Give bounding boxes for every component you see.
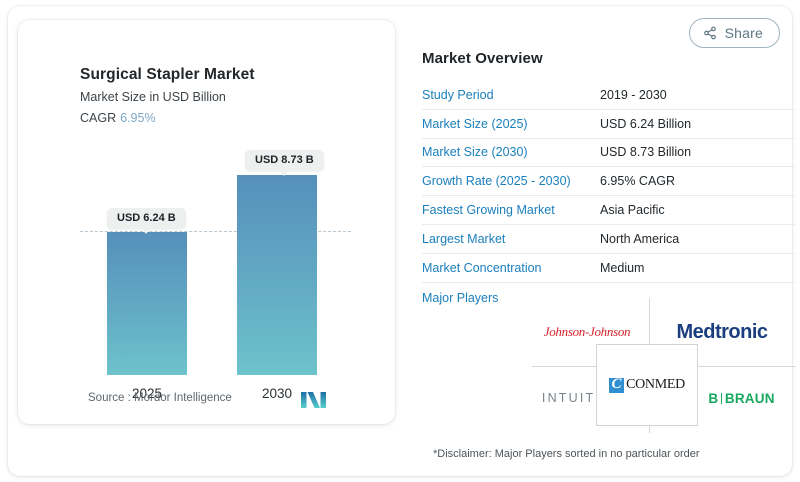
table-row: Market Concentration Medium [422, 254, 796, 283]
braun-divider [720, 392, 723, 404]
conmed-c-icon [609, 376, 625, 393]
medtronic-wordmark: Medtronic [676, 320, 768, 343]
bar-2030[interactable] [237, 175, 317, 375]
chart-panel: Surgical Stapler Market Market Size in U… [18, 20, 395, 424]
cagr-value: 6.95% [120, 111, 156, 125]
report-card: Share Surgical Stapler Market Market Siz… [8, 6, 796, 476]
logo-b-braun: B BRAUN [684, 378, 799, 418]
logo-medtronic: Medtronic [652, 310, 792, 354]
row-key: Market Size (2025) [422, 116, 528, 131]
johnson-and-johnson-wordmark: Johnson-Johnson [543, 324, 631, 339]
mordor-intelligence-logo-icon [301, 390, 326, 410]
bar-2025[interactable] [107, 232, 187, 375]
share-nodes-icon [703, 26, 717, 40]
overview-title: Market Overview [422, 50, 543, 67]
bar-chart-plot: USD 6.24 B USD 8.73 B 2025 2030 [18, 20, 395, 424]
row-key: Market Size (2030) [422, 145, 528, 160]
table-row: Market Size (2025) USD 6.24 Billion [422, 110, 796, 139]
row-value: USD 6.24 Billion [600, 116, 692, 131]
major-players-row: Major Players [422, 283, 796, 313]
row-key: Growth Rate (2025 - 2030) [422, 174, 571, 189]
source-text: Source : Mordor Intelligence [88, 392, 232, 404]
major-players-logo-grid: Johnson-Johnson Medtronic INTUITIVE B BRA… [516, 298, 796, 433]
table-row: Fastest Growing Market Asia Pacific [422, 196, 796, 225]
share-button[interactable]: Share [688, 18, 780, 48]
braun-b: B [708, 390, 719, 406]
x-tick-2025: 2025 [131, 386, 163, 401]
row-key: Study Period [422, 87, 494, 102]
row-key: Largest Market [422, 231, 506, 246]
row-value: Asia Pacific [600, 203, 665, 218]
row-value: USD 8.73 Billion [600, 145, 692, 160]
chart-cagr: CAGR 6.95% [80, 111, 156, 125]
cagr-label: CAGR [80, 111, 117, 125]
b-braun-wordmark: B BRAUN [708, 391, 774, 406]
chart-title: Surgical Stapler Market [80, 66, 255, 83]
table-row: Largest Market North America [422, 225, 796, 254]
chart-subtitle: Market Size in USD Billion [80, 90, 226, 104]
major-players-label: Major Players [422, 290, 499, 305]
row-value: 6.95% CAGR [600, 174, 676, 189]
table-row: Study Period 2019 - 2030 [422, 81, 796, 110]
data-label-2030: USD 8.73 B [245, 150, 324, 176]
conmed-wordmark: CONMED [626, 377, 685, 392]
reference-dashed-line [80, 231, 351, 232]
data-label-2025: USD 6.24 B [107, 208, 186, 234]
row-value: 2019 - 2030 [600, 87, 667, 102]
share-label: Share [724, 25, 763, 41]
row-value: North America [600, 231, 680, 246]
braun-name: BRAUN [724, 390, 775, 406]
logo-johnson-and-johnson: Johnson-Johnson [526, 310, 648, 354]
x-tick-2030: 2030 [261, 386, 293, 401]
row-key: Fastest Growing Market [422, 203, 555, 218]
row-value: Medium [600, 260, 645, 275]
row-key: Market Concentration [422, 260, 542, 275]
market-overview-panel: Market Overview Study Period 2019 - 2030… [422, 50, 796, 313]
logo-conmed: CONMED [596, 344, 698, 426]
table-row: Market Size (2030) USD 8.73 Billion [422, 139, 796, 168]
table-row: Growth Rate (2025 - 2030) 6.95% CAGR [422, 167, 796, 197]
disclaimer-text: *Disclaimer: Major Players sorted in no … [433, 448, 700, 460]
